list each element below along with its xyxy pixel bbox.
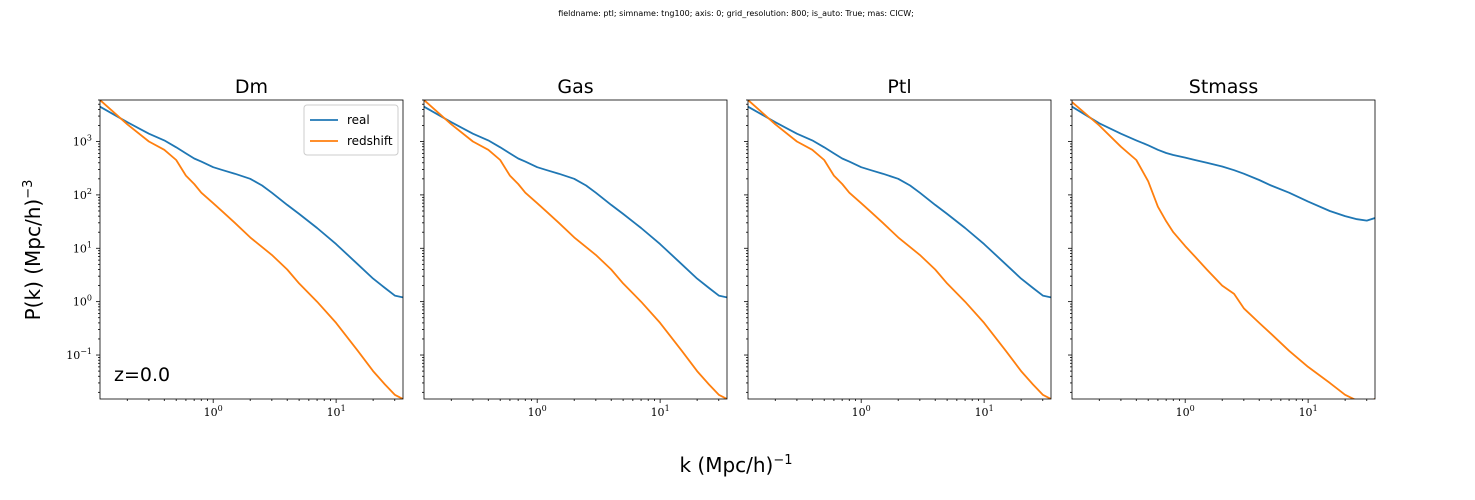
axes-frame-gas: [423, 99, 728, 400]
series-line-redshift-gas: [424, 100, 727, 399]
x-tick-label-stmass-exponent: 1: [1313, 404, 1318, 413]
x-tick-label-dm-exponent: 1: [341, 404, 346, 413]
panel-title-dm: Dm: [235, 76, 268, 98]
redshift-annotation: z=0.0: [114, 364, 170, 386]
y-tick-label-dm: 100: [73, 294, 92, 309]
series-line-real-stmass: [1072, 105, 1375, 222]
x-tick-label-ptl: 101: [975, 404, 994, 419]
x-tick-label-ptl-base: 10: [852, 406, 866, 419]
x-axis-label-base: k (Mpc/h): [679, 453, 773, 477]
x-axis-label: k (Mpc/h)−1: [679, 453, 792, 477]
legend-box: [303, 104, 399, 156]
panel-title-ptl: Ptl: [887, 76, 911, 98]
legend: real redshift: [303, 104, 399, 156]
x-tick-label-gas: 101: [651, 404, 670, 419]
y-tick-label-dm-base: 10: [66, 349, 80, 362]
legend-label-real: real: [347, 113, 370, 127]
axes-frame-stmass: [1071, 99, 1376, 400]
y-tick-label-dm-base: 10: [73, 189, 87, 202]
x-tick-label-gas-exponent: 1: [665, 404, 670, 413]
y-axis-label-base: P(k) (Mpc/h): [21, 199, 45, 321]
x-tick-label-gas-exponent: 0: [542, 404, 547, 413]
panel-title-stmass: Stmass: [1189, 76, 1258, 98]
y-tick-label-dm-exponent: −1: [80, 347, 92, 356]
x-tick-label-stmass: 101: [1299, 404, 1318, 419]
y-tick-label-dm: 102: [73, 187, 92, 202]
y-tick-label-dm: 101: [73, 240, 92, 255]
figure-suptitle: fieldname: ptl; simname: tng100; axis: 0…: [558, 9, 914, 18]
series-line-redshift-stmass: [1072, 101, 1375, 399]
series-line-real-ptl: [748, 105, 1051, 299]
axes-frame-dm: [99, 99, 404, 400]
x-tick-label-dm-exponent: 0: [218, 404, 223, 413]
x-tick-label-gas-base: 10: [528, 406, 542, 419]
x-tick-label-ptl: 100: [852, 404, 871, 419]
series-line-redshift-dm: [100, 100, 403, 399]
x-tick-label-dm-base: 10: [204, 406, 218, 419]
y-tick-label-dm-exponent: 0: [87, 294, 92, 303]
x-tick-label-stmass-exponent: 0: [1190, 404, 1195, 413]
legend-label-redshift: redshift: [347, 134, 393, 148]
x-tick-label-dm-base: 10: [327, 406, 341, 419]
y-tick-label-dm-base: 10: [73, 136, 87, 149]
y-tick-label-dm-exponent: 3: [87, 134, 92, 143]
y-tick-label-dm: 10−1: [66, 347, 92, 362]
y-tick-label-dm-exponent: 2: [87, 187, 92, 196]
x-tick-label-gas: 100: [528, 404, 547, 419]
y-tick-label-dm-base: 10: [73, 296, 87, 309]
x-tick-label-stmass: 100: [1176, 404, 1195, 419]
y-axis-label-exponent: −3: [21, 180, 36, 199]
x-tick-label-gas-base: 10: [651, 406, 665, 419]
x-axis-label-exponent: −1: [773, 453, 792, 468]
x-tick-label-dm: 100: [204, 404, 223, 419]
y-tick-label-dm-base: 10: [73, 242, 87, 255]
axes-frame-ptl: [747, 99, 1052, 400]
x-tick-label-ptl-base: 10: [975, 406, 989, 419]
x-tick-label-stmass-base: 10: [1176, 406, 1190, 419]
panel-title-gas: Gas: [557, 76, 593, 98]
y-axis-label: P(k) (Mpc/h)−3: [21, 180, 45, 321]
series-line-real-dm: [100, 105, 403, 299]
x-tick-label-stmass-base: 10: [1299, 406, 1313, 419]
series-line-real-gas: [424, 105, 727, 299]
y-tick-label-dm: 103: [73, 134, 92, 149]
series-line-redshift-ptl: [748, 100, 1051, 399]
x-tick-label-ptl-exponent: 1: [989, 404, 994, 413]
x-tick-label-ptl-exponent: 0: [866, 404, 871, 413]
y-tick-label-dm-exponent: 1: [87, 240, 92, 249]
x-tick-label-dm: 101: [327, 404, 346, 419]
